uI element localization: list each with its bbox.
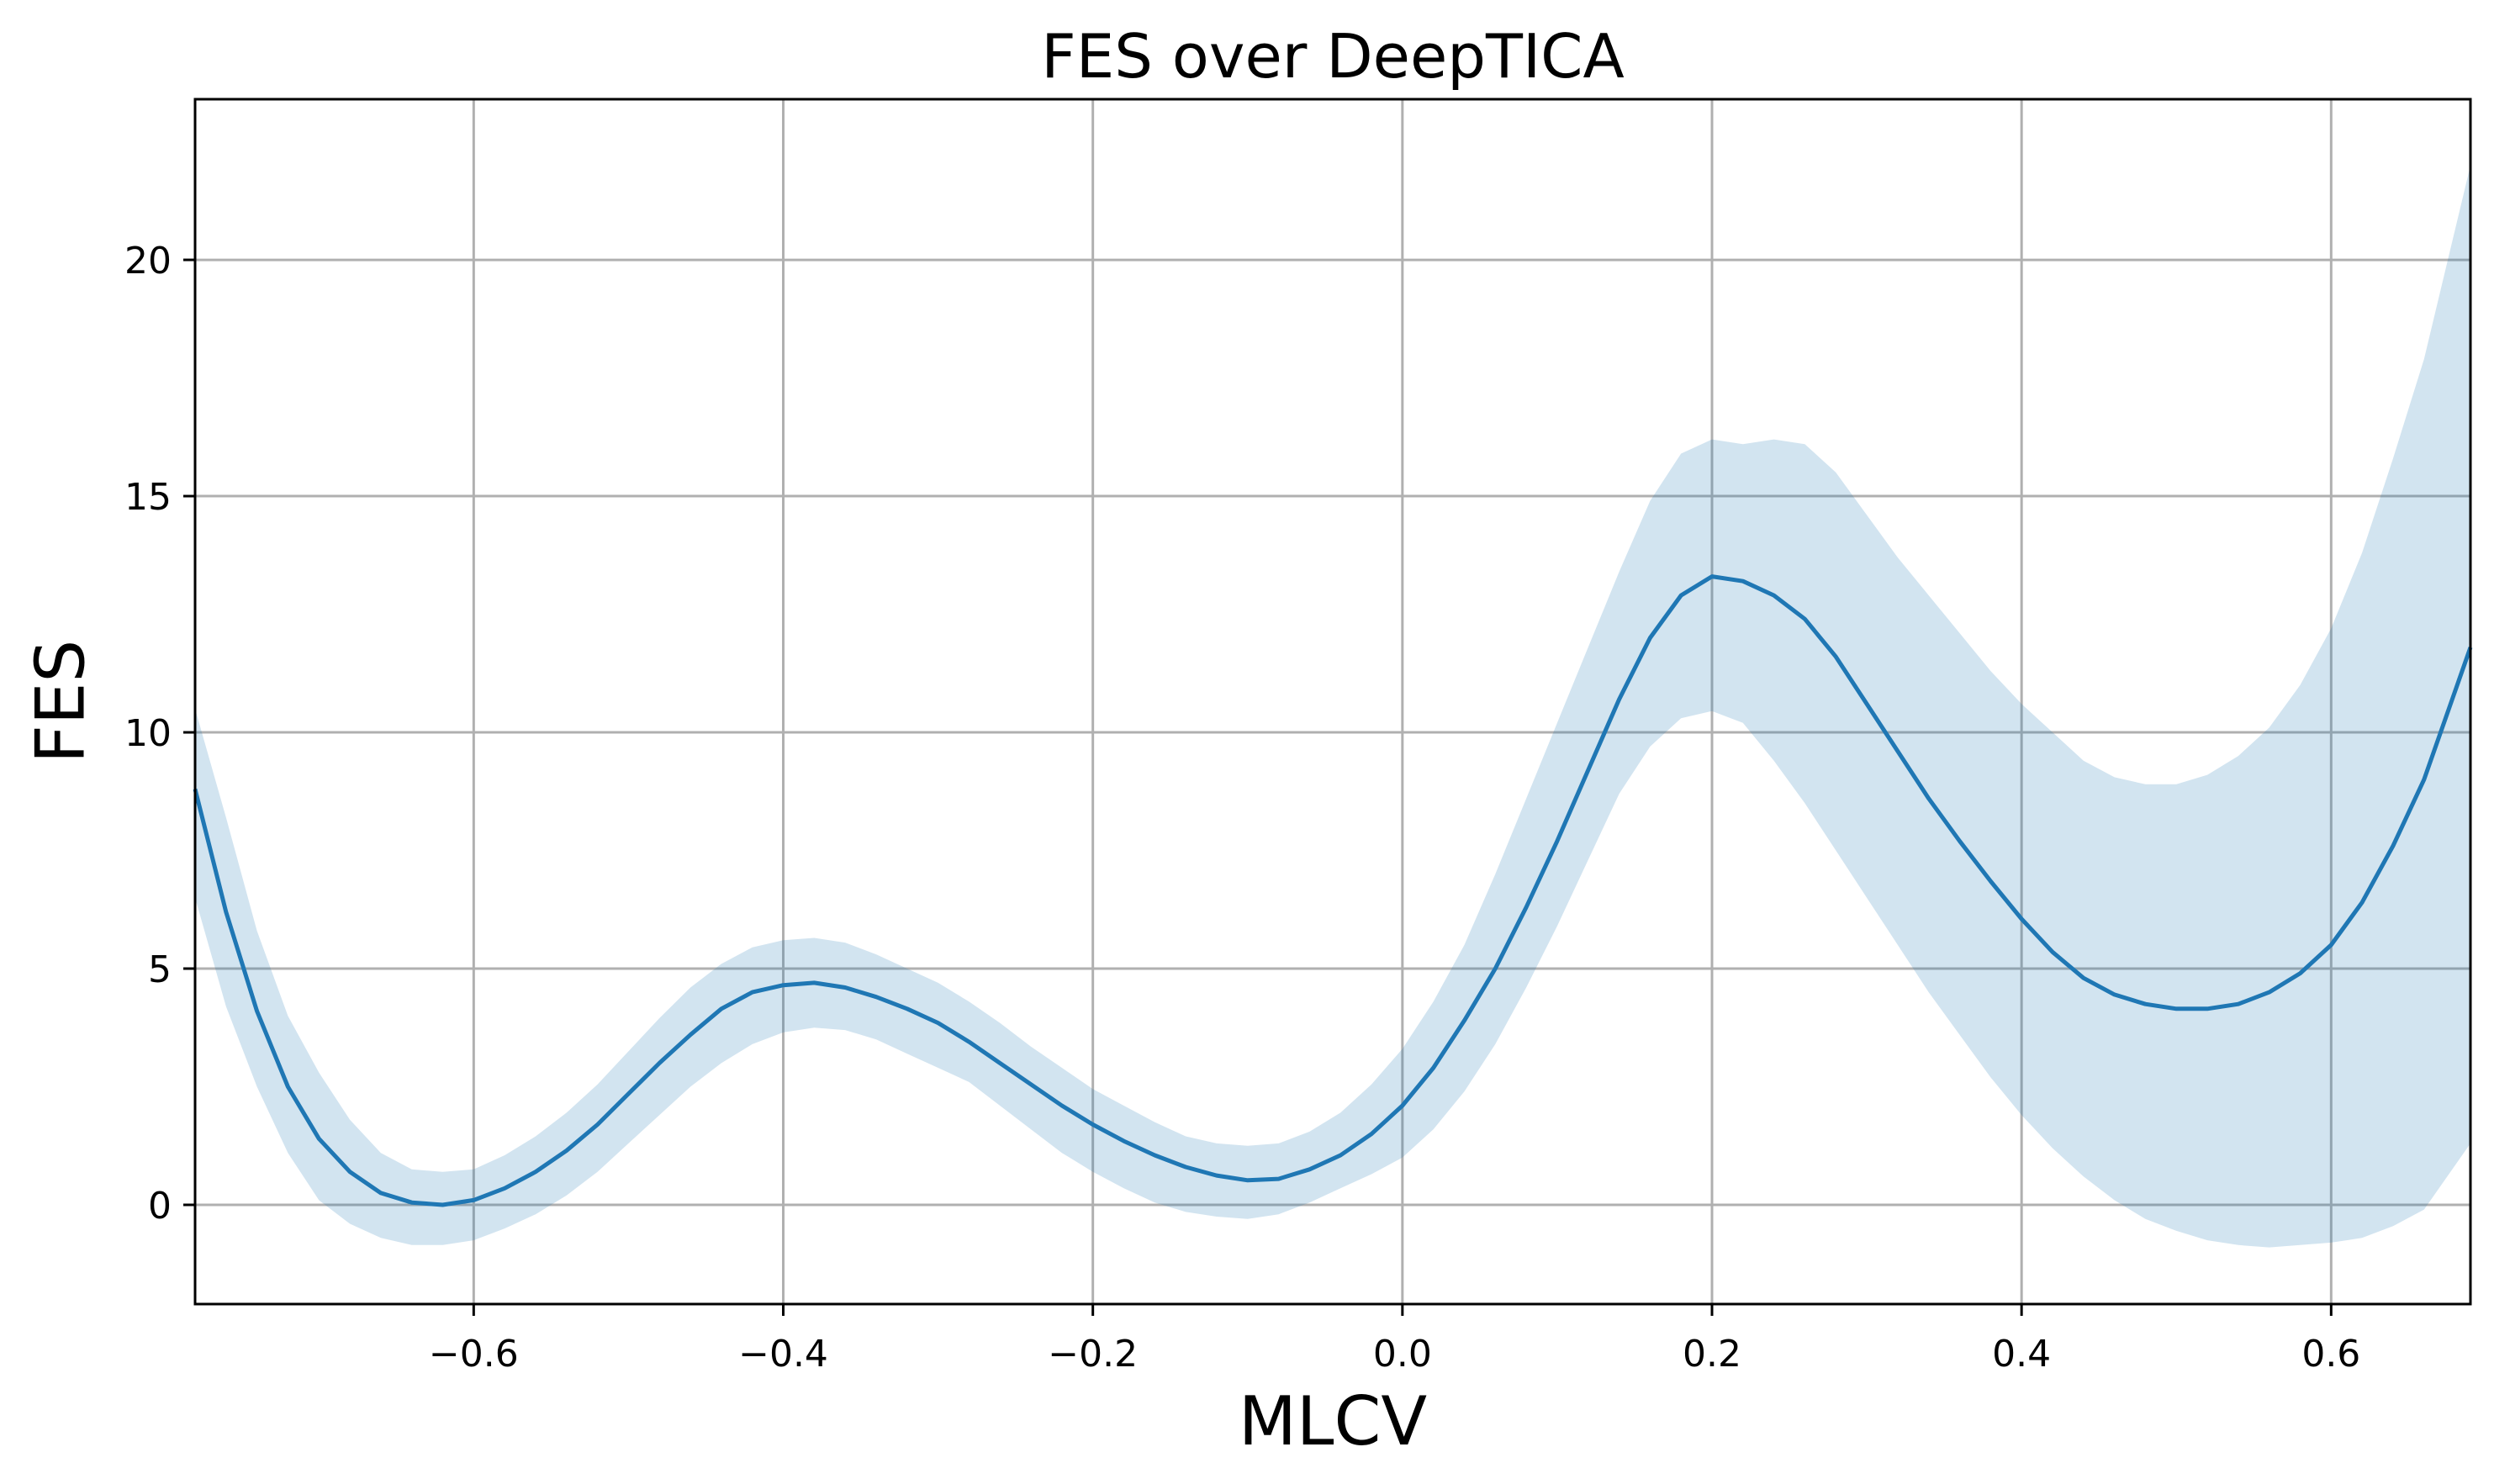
fes-line [193,574,2473,1207]
x-tick-label: 0.4 [1992,1333,2051,1376]
uncertainty-band [195,165,2470,1248]
x-tick-label: −0.4 [738,1333,828,1376]
axes-frame [193,98,2472,1306]
grid [195,99,2470,1304]
ticks: −0.6 −0.4 −0.2 0.0 0.2 0.4 0.6 0 5 10 15 20 [124,240,2360,1376]
chart-title: FES over DeepTICA [1041,21,1624,92]
x-tick-label: 0.6 [2301,1333,2360,1376]
x-axis-label: MLCV [1239,1382,1427,1460]
y-axis-label: FES [22,640,100,763]
y-tick-label: 15 [124,476,172,519]
x-tick-label: −0.6 [429,1333,519,1376]
y-tick-label: 5 [148,948,172,991]
y-tick-label: 0 [148,1185,172,1228]
plot-area [193,165,2473,1248]
x-tick-label: 0.2 [1683,1333,1741,1376]
y-tick-label: 10 [124,712,172,755]
x-tick-label: 0.0 [1373,1333,1432,1376]
y-tick-label: 20 [124,240,172,283]
x-tick-label: −0.2 [1048,1333,1138,1376]
